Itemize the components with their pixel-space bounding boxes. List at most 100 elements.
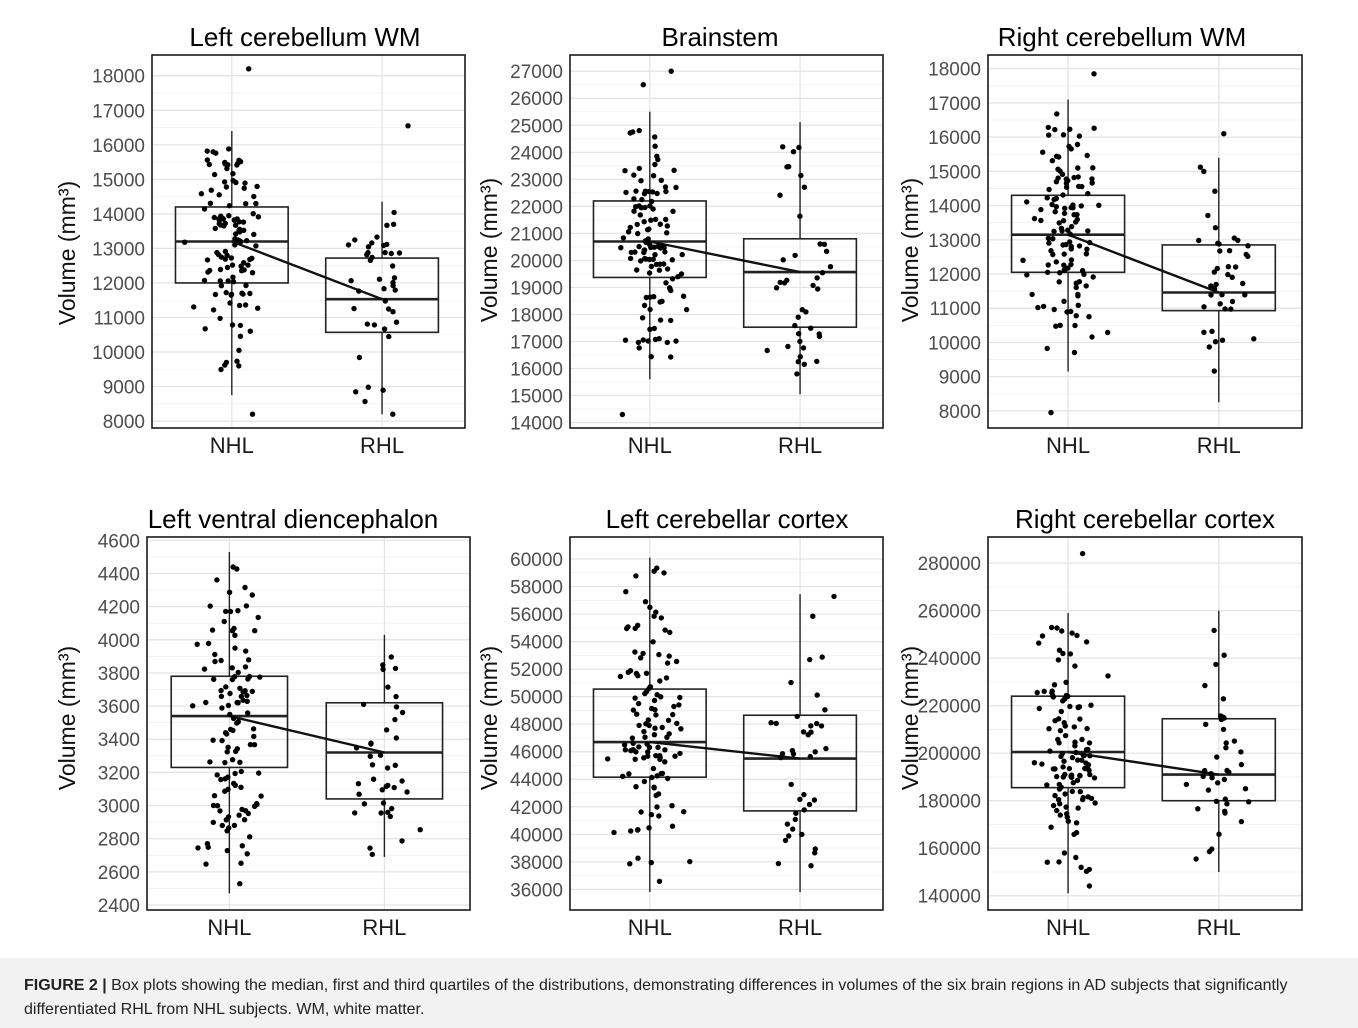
- data-point: [806, 801, 813, 808]
- data-point: [775, 860, 782, 867]
- box-rhl: [325, 701, 444, 800]
- data-point: [240, 219, 247, 225]
- data-point: [1084, 725, 1090, 732]
- data-point: [676, 702, 682, 708]
- data-point: [1082, 765, 1088, 772]
- data-point: [360, 701, 367, 708]
- data-point: [236, 227, 242, 234]
- plot-area: [988, 55, 1302, 428]
- data-point: [256, 770, 262, 776]
- data-point: [800, 729, 807, 735]
- data-point: [1075, 704, 1081, 710]
- data-point: [796, 144, 802, 151]
- data-point: [670, 711, 676, 718]
- data-point: [229, 628, 236, 634]
- data-point: [1077, 716, 1083, 722]
- data-point: [1231, 738, 1238, 744]
- data-point: [1086, 740, 1093, 746]
- data-point: [1078, 864, 1084, 870]
- data-point: [1065, 227, 1071, 233]
- outlier-point: [1221, 131, 1227, 137]
- data-point: [790, 751, 797, 757]
- x-category-label: RHL: [360, 433, 404, 458]
- data-point: [1062, 732, 1069, 739]
- data-point: [638, 809, 644, 815]
- data-point: [1201, 329, 1207, 335]
- data-point: [1057, 801, 1063, 807]
- data-point: [652, 143, 658, 149]
- data-point: [818, 723, 825, 729]
- data-point: [649, 774, 655, 781]
- data-point: [214, 577, 220, 583]
- data-point: [623, 589, 629, 595]
- data-point: [390, 309, 396, 315]
- data-point: [387, 813, 393, 820]
- data-point: [683, 306, 690, 313]
- data-point: [226, 213, 232, 219]
- data-point: [245, 262, 251, 268]
- data-point: [1240, 280, 1246, 287]
- data-point: [1068, 257, 1075, 263]
- data-point: [1074, 211, 1080, 218]
- data-point: [677, 694, 683, 701]
- data-point: [1245, 243, 1251, 249]
- data-point: [1069, 788, 1076, 795]
- data-point: [1223, 740, 1229, 746]
- data-point: [225, 702, 232, 709]
- data-point: [385, 809, 391, 815]
- data-point: [212, 651, 218, 658]
- data-point: [773, 285, 780, 291]
- data-point: [382, 249, 388, 256]
- data-point: [205, 269, 211, 275]
- data-point: [212, 291, 219, 298]
- data-point: [232, 222, 239, 228]
- data-point: [1055, 657, 1062, 663]
- data-point: [678, 726, 684, 732]
- data-point: [243, 648, 249, 654]
- x-category-label: NHL: [1046, 433, 1090, 458]
- data-point: [1045, 124, 1052, 131]
- data-point: [632, 695, 638, 701]
- data-point: [1052, 718, 1058, 724]
- data-point: [1238, 749, 1244, 755]
- data-point: [664, 230, 670, 236]
- data-point: [1074, 777, 1081, 784]
- data-point: [1222, 306, 1228, 312]
- data-point: [243, 603, 250, 609]
- outlier-point: [1048, 409, 1054, 416]
- data-point: [384, 765, 391, 771]
- data-point: [793, 810, 799, 816]
- data-point: [232, 242, 238, 248]
- data-point: [1196, 237, 1202, 244]
- data-point: [651, 784, 657, 790]
- data-point: [371, 322, 378, 328]
- data-point: [779, 751, 786, 757]
- y-tick-label: 3600: [98, 697, 140, 718]
- data-point: [635, 339, 642, 346]
- data-point: [1211, 627, 1217, 634]
- data-point: [399, 838, 405, 844]
- data-point: [633, 670, 640, 677]
- data-point: [252, 628, 258, 634]
- data-point: [792, 816, 798, 823]
- data-point: [1226, 248, 1233, 254]
- data-point: [1038, 217, 1044, 224]
- data-point: [242, 584, 248, 591]
- data-point: [218, 687, 224, 694]
- y-tick-label: 200000: [918, 744, 981, 765]
- data-point: [639, 196, 645, 203]
- data-point: [381, 286, 387, 292]
- y-tick-label: 12000: [928, 265, 981, 286]
- data-point: [827, 264, 834, 270]
- data-point: [1050, 802, 1057, 809]
- data-point: [255, 214, 262, 220]
- data-point: [1041, 688, 1047, 694]
- data-point: [1067, 126, 1073, 132]
- data-point: [1039, 761, 1045, 767]
- outlier-point: [249, 411, 256, 417]
- data-point: [648, 812, 655, 818]
- data-point: [224, 749, 230, 755]
- data-point: [785, 343, 791, 350]
- data-point: [229, 262, 236, 268]
